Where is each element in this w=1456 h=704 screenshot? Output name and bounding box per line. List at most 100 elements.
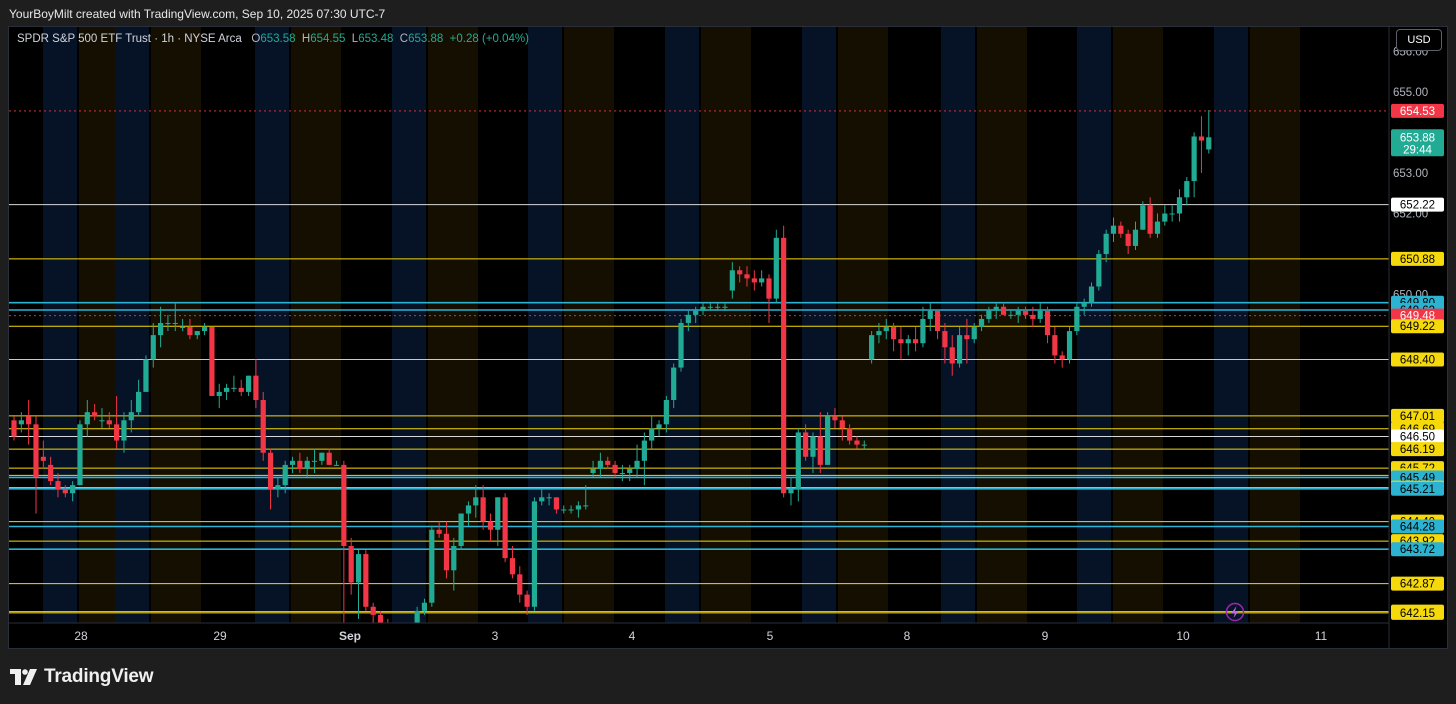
candle-body <box>289 460 296 465</box>
symbol-description: SPDR S&P 500 ETF Trust · 1h · NYSE Arca <box>17 33 242 45</box>
candle-body <box>869 335 875 360</box>
candle-body <box>949 347 955 364</box>
candle-body <box>253 375 259 401</box>
candle-body <box>627 468 633 473</box>
chart-pane[interactable]: 656.00 655.00 653.00 652.00 650.00 654.53 652.… <box>8 26 1448 649</box>
candle-body <box>1198 136 1205 141</box>
premarket-shade <box>1250 27 1300 623</box>
candle-body <box>223 387 230 392</box>
candle-body <box>1022 310 1029 315</box>
level-price-label: 642.15 <box>1400 608 1435 620</box>
level-price-label: 643.72 <box>1400 544 1435 556</box>
candle-body <box>561 509 567 511</box>
level-price-badge <box>1391 542 1444 557</box>
candle-body <box>1103 233 1109 255</box>
candle-body <box>1096 254 1102 287</box>
candle-body <box>451 545 457 571</box>
price-tick-label: 655.00 <box>1393 87 1428 99</box>
candle-body <box>781 237 787 494</box>
candle-body <box>355 554 362 583</box>
bottom-bar <box>0 649 1456 704</box>
candle-body <box>693 310 699 315</box>
candle-body <box>158 322 164 336</box>
candle-body <box>414 610 420 632</box>
candle-body <box>143 359 149 392</box>
high-value: 654.55 <box>310 33 346 45</box>
time-tick-label: 8 <box>904 629 911 643</box>
candle-body <box>1000 306 1007 315</box>
candle-body <box>201 327 208 332</box>
currency-button[interactable]: USD <box>1396 29 1442 51</box>
candle-body <box>898 339 904 344</box>
high-label: H <box>301 33 311 45</box>
overnight-shade <box>1077 27 1111 623</box>
level-price-badge <box>1391 605 1444 620</box>
candle-body <box>18 420 24 425</box>
close-label: C <box>399 33 409 45</box>
level-price-badge <box>1391 408 1444 423</box>
candle-body <box>11 420 17 437</box>
candle-body <box>429 529 435 603</box>
overnight-shade <box>43 27 77 623</box>
candle-body <box>942 331 948 348</box>
candle-body <box>891 327 897 340</box>
candle-body <box>685 314 691 323</box>
candle-body <box>546 497 552 499</box>
level-price-badge <box>1391 481 1444 496</box>
candle-body <box>912 339 919 344</box>
candle-body <box>766 278 772 299</box>
candle-body <box>927 310 933 319</box>
candle-body <box>553 497 560 510</box>
level-price-badge <box>1391 103 1444 118</box>
time-tick-label: 5 <box>767 629 774 643</box>
candle-body <box>517 574 523 595</box>
candle-body <box>275 485 281 490</box>
candle-body <box>1147 205 1153 234</box>
overnight-shade <box>802 27 836 623</box>
candle-body <box>722 306 728 308</box>
level-price-label: 644.28 <box>1400 522 1435 534</box>
candle-body <box>1206 137 1212 150</box>
overnight-shade <box>1214 27 1248 623</box>
time-tick-label: 4 <box>629 629 636 643</box>
candle-body <box>737 270 743 275</box>
candle-body <box>480 497 486 522</box>
candle-body <box>612 464 618 473</box>
tradingview-brand: TradingView <box>44 666 154 687</box>
candle-body <box>619 472 625 474</box>
candle-body <box>1074 306 1080 332</box>
change-value: +0.28 (+0.04%) <box>449 33 529 45</box>
candle-body <box>751 278 757 283</box>
price-tick-label: 653.00 <box>1393 168 1428 180</box>
candle-body <box>509 558 516 575</box>
candle-body <box>663 400 669 425</box>
candle-body <box>715 306 721 308</box>
candle-body <box>605 460 611 465</box>
candle-body <box>172 322 178 324</box>
candlestick-chart[interactable]: 656.00655.00653.00652.00650.00654.53652.… <box>9 27 1447 648</box>
candle-body <box>231 387 237 389</box>
session-shading <box>43 27 1300 623</box>
premarket-shade <box>977 27 1027 623</box>
candle-body <box>26 416 32 425</box>
level-price-badge <box>1391 251 1444 266</box>
candles <box>11 110 1212 648</box>
candle-body <box>106 420 112 425</box>
candle-body <box>319 452 325 461</box>
candle-body <box>788 489 794 494</box>
candle-body <box>803 432 809 457</box>
candle-body <box>583 505 589 507</box>
tradingview-logo: TradingView <box>10 666 154 688</box>
level-price-badge <box>1391 576 1444 591</box>
candle-body <box>1037 310 1043 319</box>
candle-body <box>348 545 354 583</box>
candle-body <box>1081 302 1087 307</box>
candle-body <box>502 497 508 559</box>
time-tick-label: 3 <box>492 629 499 643</box>
alert-icon[interactable] <box>1225 602 1245 622</box>
candle-body <box>84 412 90 425</box>
level-price-label: 642.87 <box>1400 579 1435 591</box>
candle-body <box>524 594 530 607</box>
premarket-shade <box>564 27 614 623</box>
time-tick-label: 29 <box>213 629 227 643</box>
